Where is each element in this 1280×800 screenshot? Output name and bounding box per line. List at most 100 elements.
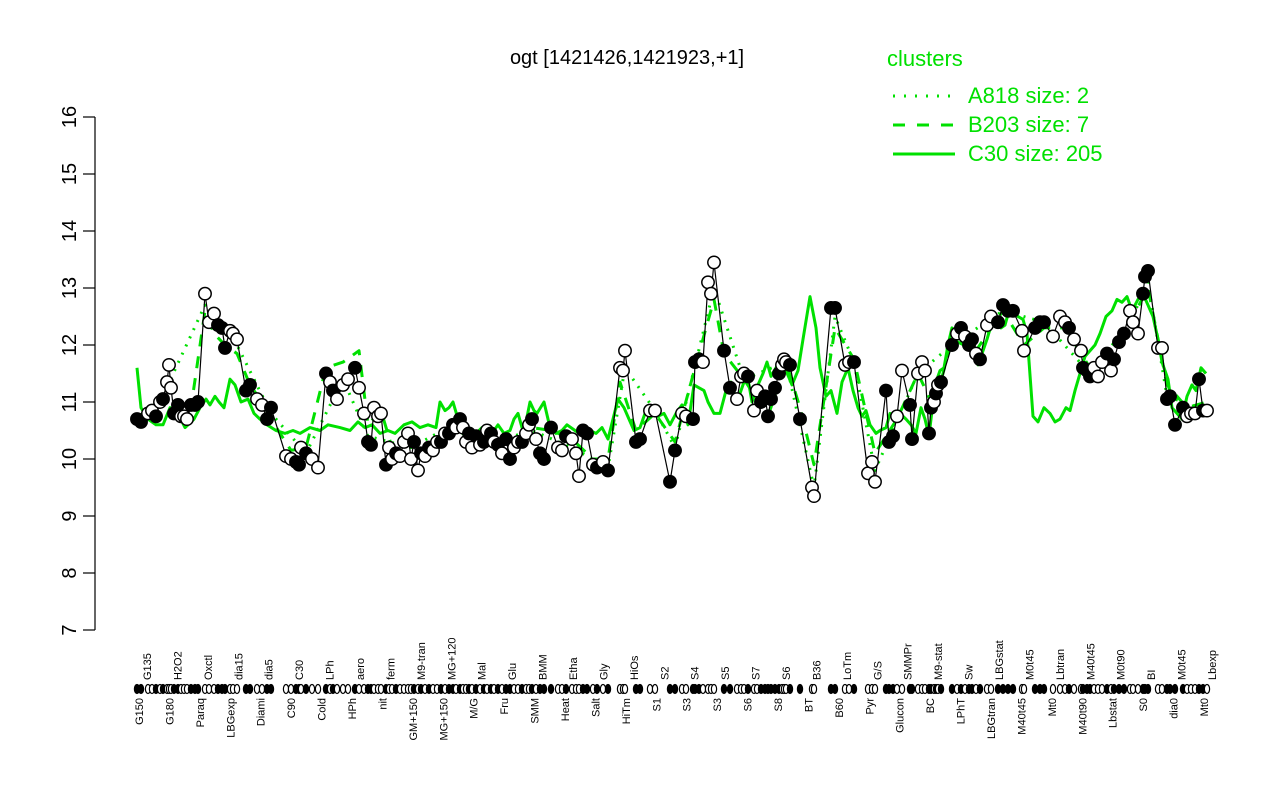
- data-point: [164, 380, 178, 395]
- chart-title: ogt [1421426,1421923,+1]: [510, 47, 744, 69]
- rug-mark: [621, 683, 629, 695]
- x-tick-label-bottom: MG+150: [438, 698, 450, 741]
- data-point: [198, 286, 212, 301]
- y-tick-label: 8: [59, 567, 81, 578]
- data-point: [918, 363, 932, 378]
- data-point: [311, 460, 325, 475]
- x-tick-label-bottom: G180: [164, 698, 176, 725]
- rug-mark: [233, 683, 241, 695]
- rug-mark: [344, 683, 352, 695]
- data-point: [230, 332, 244, 347]
- data-point: [828, 300, 842, 315]
- data-point: [544, 420, 558, 435]
- data-points: [130, 255, 1214, 504]
- x-tick-label-top: BMM: [538, 654, 550, 680]
- x-tick-label-bottom: nit: [377, 698, 389, 710]
- y-tick-label: 12: [59, 334, 81, 356]
- rug-mark: [850, 683, 858, 695]
- x-tick-label-bottom: Diami: [256, 698, 268, 726]
- data-point: [1168, 417, 1182, 432]
- data-point: [741, 369, 755, 384]
- rug-mark: [583, 683, 591, 695]
- x-tick-label-top: S7: [751, 667, 763, 680]
- data-point: [764, 392, 778, 407]
- data-point: [717, 343, 731, 358]
- data-point: [191, 395, 205, 409]
- x-tick-label-bottom: SMM: [530, 698, 542, 724]
- data-point: [1062, 320, 1076, 335]
- x-tick-label-bottom: S0: [1138, 698, 1150, 711]
- data-point: [761, 409, 775, 424]
- data-point: [807, 489, 821, 504]
- x-tick-label-bottom: Mt0: [1199, 698, 1211, 716]
- x-tick-label-top: Oxctl: [203, 655, 215, 680]
- x-tick-label-bottom: Heat: [560, 698, 572, 721]
- data-point: [171, 397, 185, 412]
- rug-mark: [898, 683, 906, 695]
- data-point: [330, 392, 344, 407]
- x-axis-labels: G135 H2O2 Oxctl dia15 dia5 C30 LPh aero ferm M9-t…: [134, 638, 1219, 741]
- data-point: [768, 380, 782, 395]
- x-tick-label-bottom: Cold: [317, 698, 329, 721]
- data-point: [793, 412, 807, 427]
- x-tick-label-top: S4: [690, 667, 702, 680]
- y-tick-label: 14: [59, 220, 81, 242]
- rug-mark: [302, 683, 310, 695]
- x-tick-label-bottom: S1: [651, 698, 663, 711]
- data-point: [730, 392, 744, 407]
- data-point: [565, 432, 579, 447]
- x-tick-label-top: M9-stat: [933, 643, 945, 680]
- x-tick-label-top: LoTm: [842, 652, 854, 680]
- x-tick-label-bottom: HiTm: [621, 698, 633, 724]
- data-point: [1126, 315, 1140, 330]
- data-point: [162, 357, 176, 372]
- rug-mark: [333, 683, 341, 695]
- data-point: [529, 432, 543, 447]
- rug-mark: [871, 683, 879, 695]
- rug-mark: [547, 683, 555, 695]
- rug-mark: [682, 683, 690, 695]
- rug-mark: [1144, 683, 1152, 695]
- x-tick-label-bottom: Paraq: [195, 698, 207, 727]
- y-tick-label: 16: [59, 106, 81, 128]
- x-tick-label-top: Lbexp: [1207, 650, 1219, 680]
- data-point: [411, 463, 425, 478]
- rug-mark: [671, 683, 679, 695]
- x-tick-label-top: BI: [1146, 670, 1158, 680]
- data-point: [886, 429, 900, 444]
- x-tick-label-top: Mal: [477, 662, 489, 680]
- legend-entry-c30: C30 size: 205: [968, 141, 1103, 166]
- x-tick-label-top: MG+120: [446, 638, 458, 681]
- x-tick-label-bottom: LBGexp: [225, 698, 237, 738]
- x-tick-label-top: H2O2: [172, 651, 184, 680]
- rug-mark: [1009, 683, 1017, 695]
- legend-title: clusters: [887, 46, 963, 71]
- data-point: [965, 332, 979, 347]
- rug-mark: [308, 683, 316, 695]
- legend-entry-b203: B203 size: 7: [968, 112, 1089, 137]
- data-point: [1006, 303, 1020, 318]
- data-point: [696, 355, 710, 370]
- x-tick-label-top: M0t90: [1116, 649, 1128, 680]
- rug-mark: [651, 683, 659, 695]
- rug-mark: [540, 683, 548, 695]
- x-tick-label-top: S5: [720, 667, 732, 680]
- data-point: [1017, 343, 1031, 358]
- x-tick-label-bottom: Mt0: [1047, 698, 1059, 716]
- data-point: [1131, 326, 1145, 341]
- data-point: [895, 363, 909, 378]
- x-tick-label-top: LPh: [325, 660, 337, 680]
- rug-mark: [1171, 683, 1179, 695]
- data-point: [218, 340, 232, 355]
- x-tick-label-bottom: S3: [712, 698, 724, 711]
- rug-mark: [1120, 683, 1128, 695]
- data-point: [569, 446, 583, 461]
- data-point: [149, 409, 163, 424]
- x-tick-label-bottom: B60: [834, 698, 846, 718]
- rug-mark: [604, 683, 612, 695]
- data-point: [1117, 326, 1131, 341]
- x-tick-label-top: aero: [355, 658, 367, 680]
- rug-mark: [726, 683, 734, 695]
- rug-mark: [987, 683, 995, 695]
